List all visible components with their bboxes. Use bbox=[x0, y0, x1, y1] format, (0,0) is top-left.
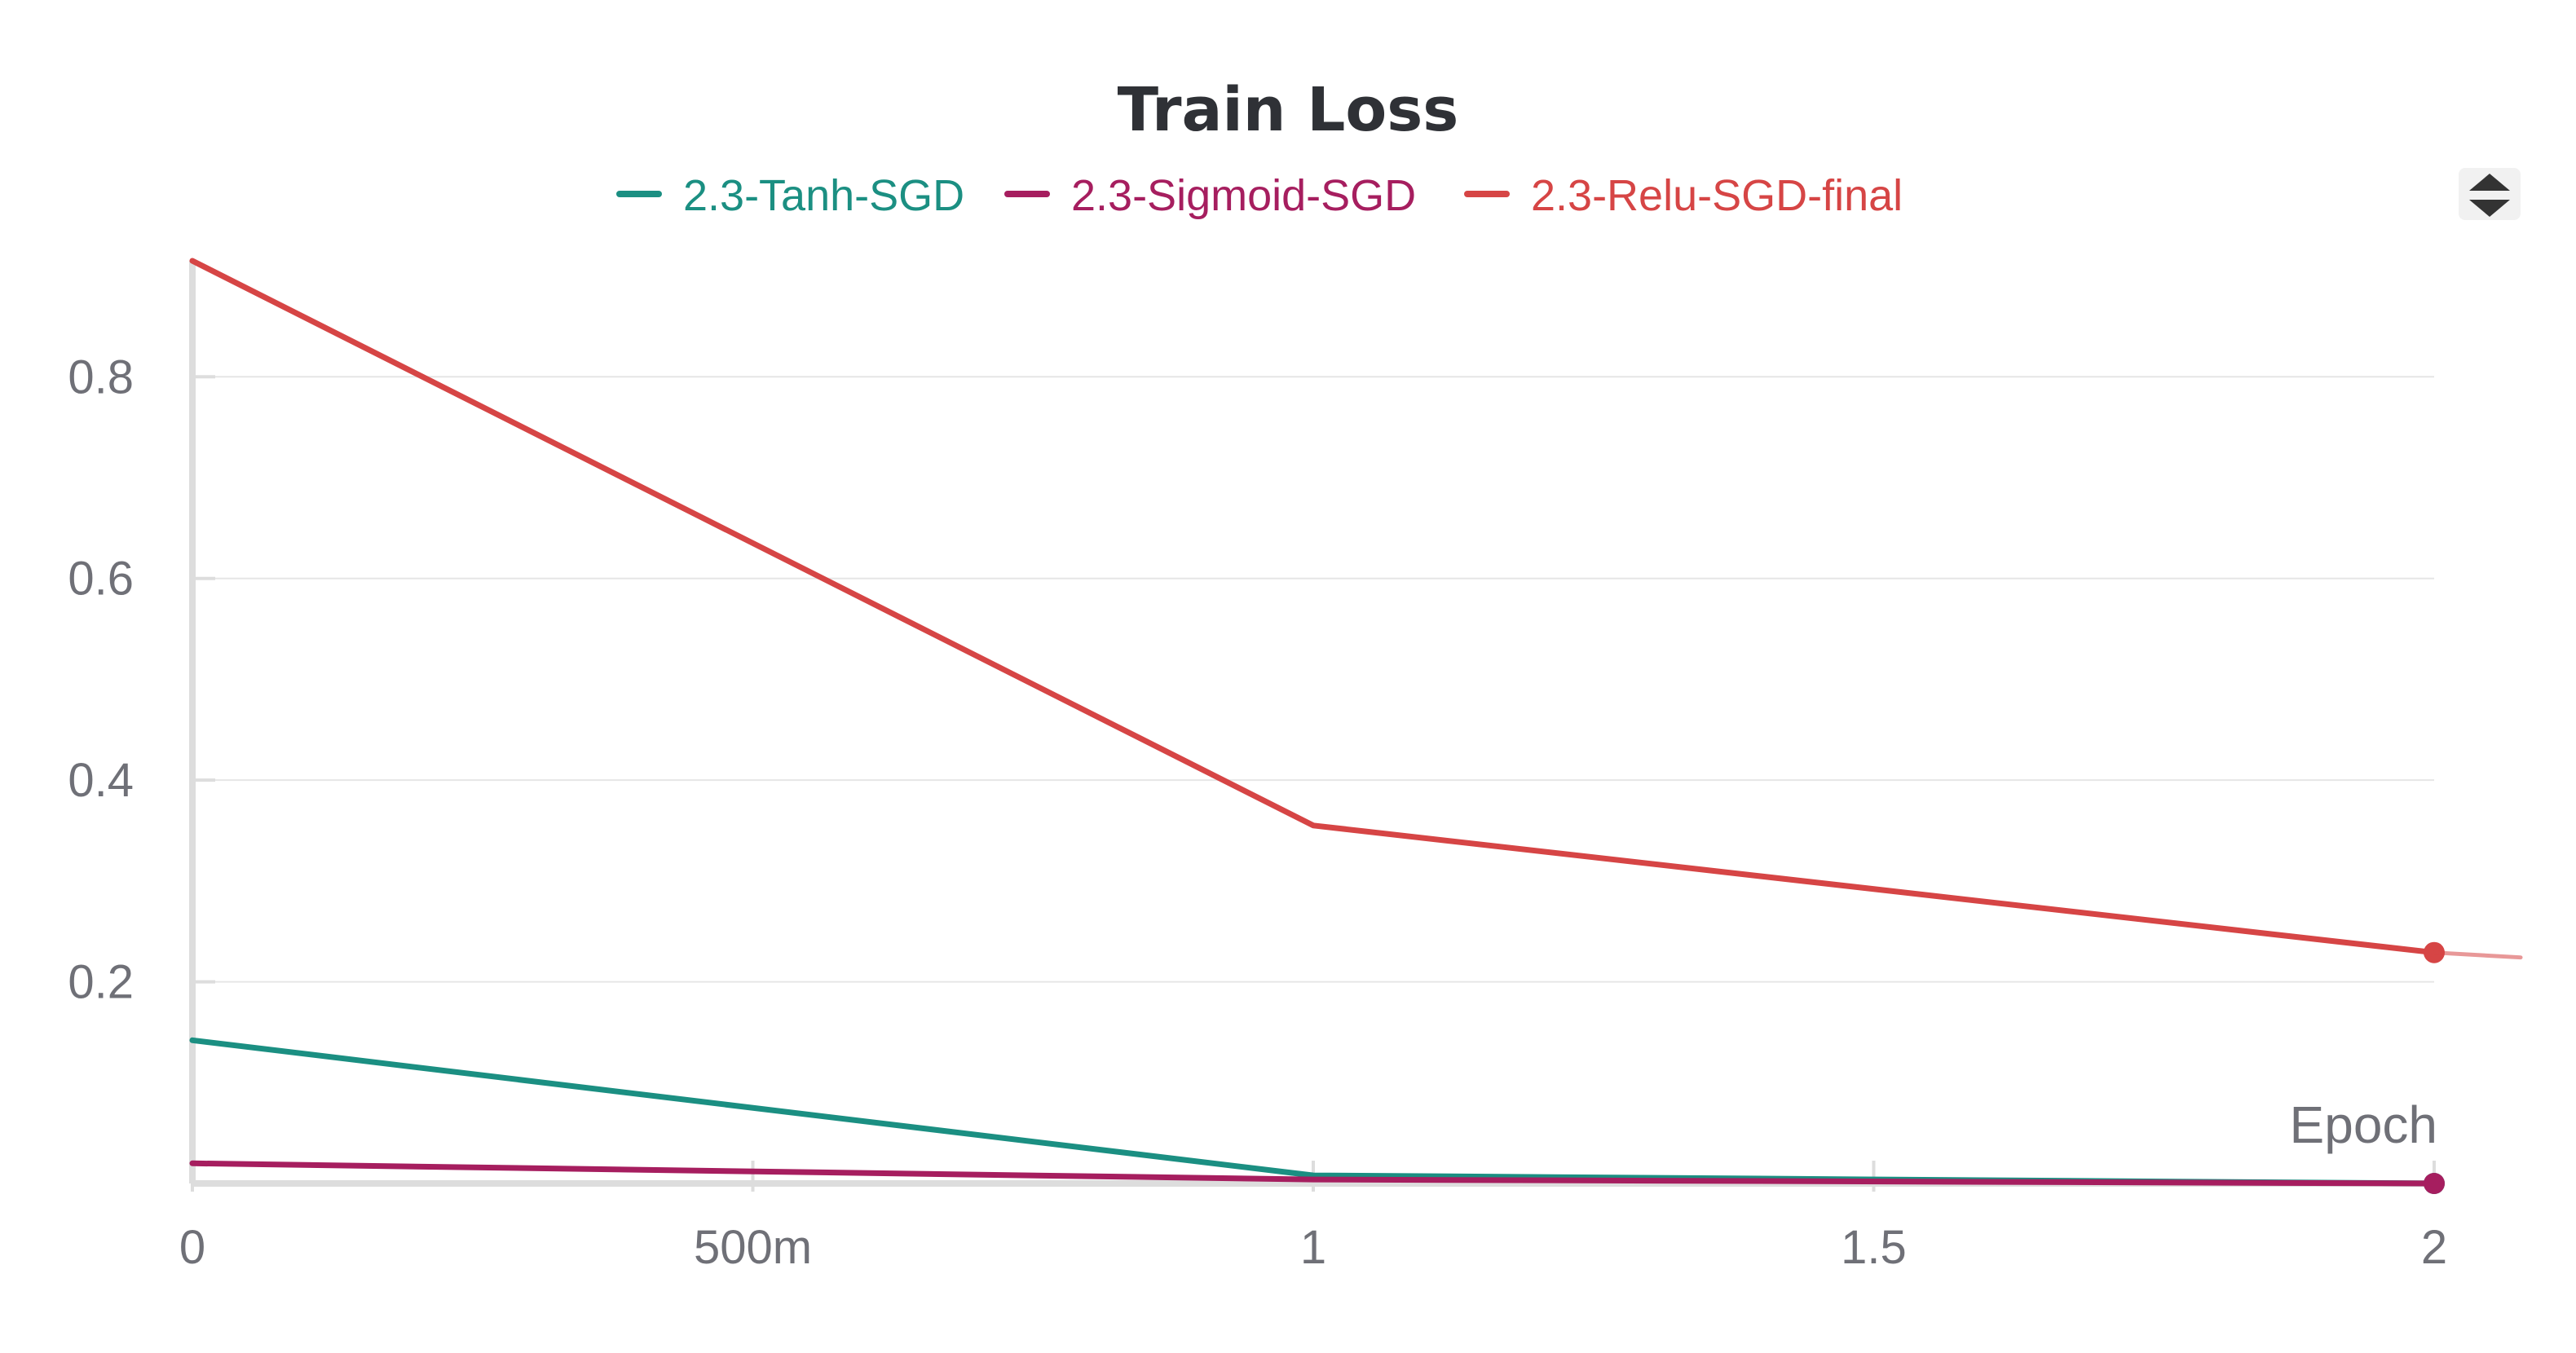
data-point-sigmoid-sgd bbox=[2424, 1173, 2445, 1194]
tick-labels: 0.2 0.4 0.6 0.8 0 500m 1 1.5 2 bbox=[68, 350, 2447, 1274]
chart-title: Train Loss bbox=[1118, 75, 1459, 145]
grid bbox=[192, 376, 2434, 983]
series-layer bbox=[189, 258, 2523, 1194]
legend-label-relu-sgd-final[interactable]: 2.3-Relu-SGD-final bbox=[1531, 171, 1903, 220]
legend[interactable]: 2.3-Tanh-SGD 2.3-Sigmoid-SGD 2.3-Relu-SG… bbox=[616, 171, 1903, 220]
legend-item-sigmoid-sgd[interactable]: 2.3-Sigmoid-SGD bbox=[1004, 171, 1416, 220]
sort-arrows-icon-background[interactable] bbox=[2459, 168, 2521, 220]
sort-arrows-down-icon[interactable] bbox=[2469, 200, 2510, 217]
x-tick-label: 2 bbox=[2421, 1221, 2447, 1274]
legend-item-relu-sgd-final[interactable]: 2.3-Relu-SGD-final bbox=[1464, 171, 1903, 220]
y-tick-label: 0.6 bbox=[68, 553, 134, 606]
sort-arrows-icon[interactable] bbox=[2459, 168, 2521, 220]
x-axis-label: Epoch bbox=[2290, 1095, 2437, 1154]
y-tick-label: 0.4 bbox=[68, 754, 134, 807]
x-tick-label: 1 bbox=[1300, 1221, 1326, 1274]
x-tick-label: 0 bbox=[179, 1221, 205, 1274]
y-tick-label: 0.8 bbox=[68, 350, 134, 403]
legend-label-sigmoid-sgd[interactable]: 2.3-Sigmoid-SGD bbox=[1071, 171, 1416, 220]
legend-label-tanh-sgd[interactable]: 2.3-Tanh-SGD bbox=[683, 171, 964, 220]
sort-arrows-up-icon[interactable] bbox=[2469, 174, 2510, 191]
y-tick-label: 0.2 bbox=[68, 956, 134, 1009]
x-tick-label: 1.5 bbox=[1841, 1221, 1907, 1274]
series-line-relu-sgd-final bbox=[189, 258, 2437, 956]
series-extension-relu-sgd-final bbox=[2432, 950, 2523, 960]
axes bbox=[189, 261, 2436, 1192]
series-line-sigmoid-sgd bbox=[189, 1160, 2437, 1187]
x-tick-label: 500m bbox=[694, 1221, 812, 1274]
legend-item-tanh-sgd[interactable]: 2.3-Tanh-SGD bbox=[616, 171, 964, 220]
